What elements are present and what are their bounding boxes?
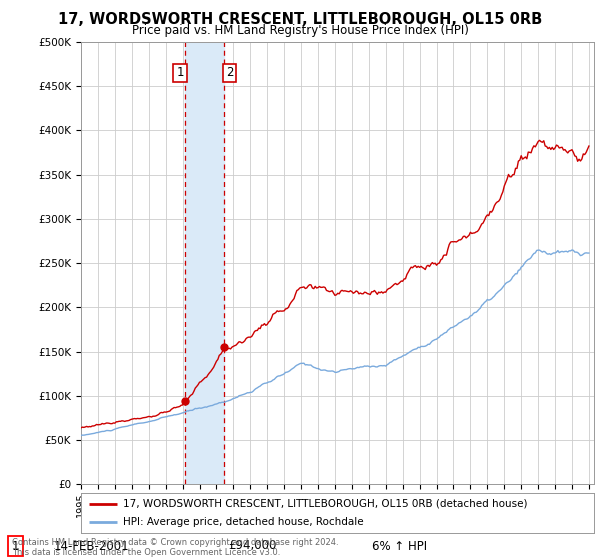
Text: 6% ↑ HPI: 6% ↑ HPI: [372, 539, 427, 553]
Text: 14-FEB-2001: 14-FEB-2001: [54, 539, 130, 553]
Text: 2: 2: [226, 67, 233, 80]
Text: 17, WORDSWORTH CRESCENT, LITTLEBOROUGH, OL15 0RB: 17, WORDSWORTH CRESCENT, LITTLEBOROUGH, …: [58, 12, 542, 27]
Bar: [185, 42, 224, 484]
Text: 1: 1: [176, 67, 184, 80]
Text: HPI: Average price, detached house, Rochdale: HPI: Average price, detached house, Roch…: [123, 517, 364, 527]
Text: 1: 1: [12, 539, 19, 553]
Text: Price paid vs. HM Land Registry's House Price Index (HPI): Price paid vs. HM Land Registry's House …: [131, 24, 469, 37]
Text: Contains HM Land Registry data © Crown copyright and database right 2024.
This d: Contains HM Land Registry data © Crown c…: [12, 538, 338, 557]
Text: 17, WORDSWORTH CRESCENT, LITTLEBOROUGH, OL15 0RB (detached house): 17, WORDSWORTH CRESCENT, LITTLEBOROUGH, …: [123, 499, 527, 508]
Text: £94,000: £94,000: [228, 539, 277, 553]
